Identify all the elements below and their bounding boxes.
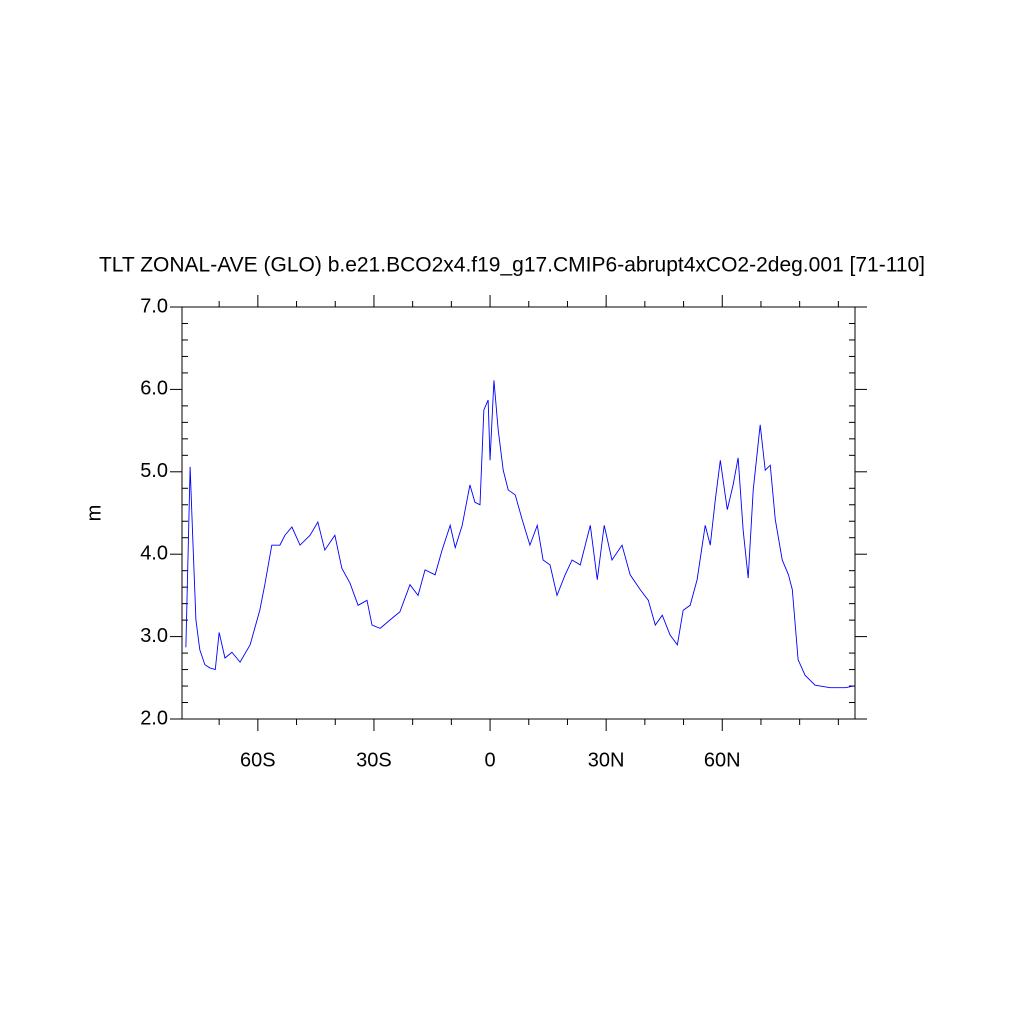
chart-title: TLT ZONAL-AVE (GLO) b.e21.BCO2x4.f19_g17…: [99, 254, 925, 277]
x-tick-label: 60N: [704, 749, 741, 771]
data-line: [185, 380, 854, 689]
y-tick-label: 3.0: [140, 625, 168, 647]
y-axis-label: m: [83, 505, 105, 522]
x-tick-label: 0: [484, 749, 495, 771]
y-tick-label: 5.0: [140, 460, 168, 482]
x-tick-label: 60S: [240, 749, 276, 771]
y-tick-label: 4.0: [140, 542, 168, 564]
x-tick-label: 30S: [356, 749, 392, 771]
plot-frame: [181, 306, 856, 720]
y-tick-label: 7.0: [140, 295, 168, 317]
x-tick-label: 30N: [588, 749, 625, 771]
y-tick-label: 6.0: [140, 378, 168, 400]
y-tick-label: 2.0: [140, 707, 168, 729]
